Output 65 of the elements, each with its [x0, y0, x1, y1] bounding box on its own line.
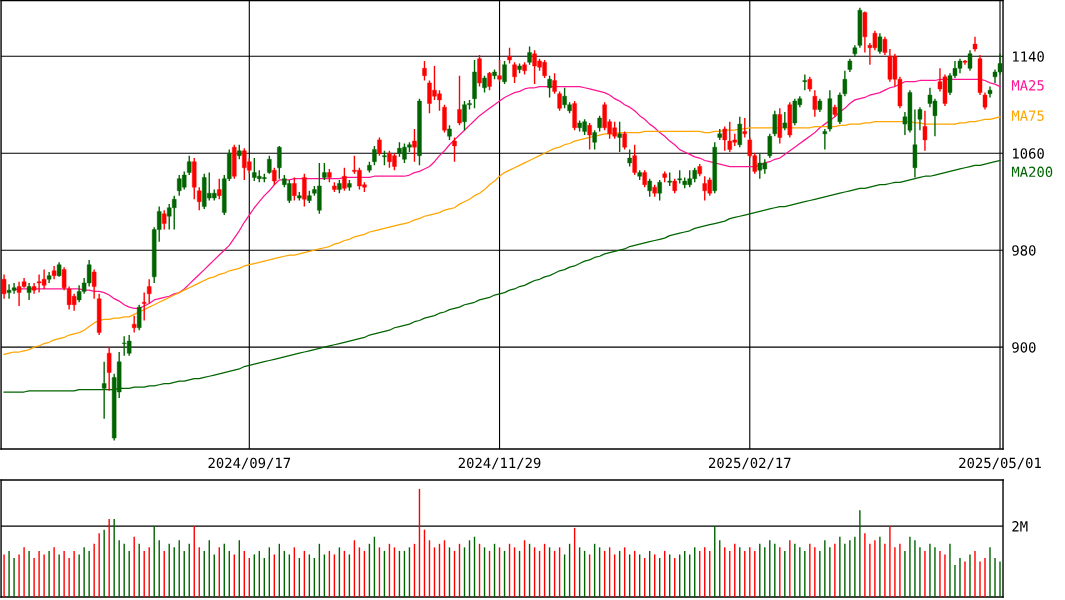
candlestick [106, 346, 112, 392]
candlestick [647, 177, 652, 198]
candlestick [592, 129, 597, 151]
y-tick-label: 2M [1012, 521, 1028, 532]
line-series [3, 116, 1001, 356]
candlestick [217, 177, 222, 200]
candlestick [126, 334, 132, 357]
candlestick [146, 278, 152, 305]
candlestick [812, 89, 818, 118]
candlestick [162, 209, 167, 231]
candlestick [377, 136, 382, 157]
candlestick [632, 144, 637, 176]
candlestick [877, 32, 883, 55]
series-label: MA200 [1011, 166, 1053, 178]
candlestick [292, 176, 297, 202]
x-tick-label: 2025/05/01 [959, 457, 1041, 470]
y-tick-label: 1140 [1013, 51, 1044, 62]
candlestick [552, 72, 557, 95]
y-tick-label: 1060 [1013, 148, 1044, 159]
candlestick [457, 74, 462, 127]
candlestick [267, 154, 272, 175]
candlestick [487, 71, 492, 91]
candlestick [412, 128, 417, 163]
candlestick [587, 122, 592, 151]
series-label: MA75 [1011, 110, 1044, 121]
candlestick [91, 268, 97, 300]
candlestick [967, 49, 973, 72]
candlestick [557, 90, 562, 112]
candlestick [777, 107, 783, 145]
candlestick [922, 110, 928, 152]
candlestick [772, 110, 778, 137]
candlestick [527, 45, 532, 66]
candlestick [802, 73, 808, 91]
candlestick [737, 116, 742, 148]
x-tick-label: 2024/11/29 [458, 457, 541, 470]
candlestick [452, 136, 457, 163]
candlestick [372, 145, 377, 167]
y-tick-label: 900 [1012, 342, 1036, 353]
series-label: MA25 [1011, 80, 1044, 91]
candlestick [136, 304, 142, 331]
candlestick [497, 59, 502, 83]
candlestick [277, 145, 282, 180]
candlestick [792, 97, 798, 127]
candlestick [547, 74, 552, 99]
candlestick [512, 61, 517, 84]
candlestick [302, 173, 307, 208]
candlestick [6, 283, 12, 300]
candlestick [617, 121, 622, 153]
candlestick [342, 167, 347, 192]
candlestick [657, 179, 662, 202]
candlestick [742, 117, 747, 139]
candlestick [442, 104, 447, 134]
candlestick [622, 130, 627, 151]
candlestick [131, 314, 137, 334]
candlestick [187, 154, 192, 176]
candlestick [1, 273, 7, 300]
x-tick-label: 2024/09/17 [208, 457, 291, 470]
candlestick [767, 133, 773, 159]
candlestick [782, 111, 788, 131]
candlestick [422, 60, 427, 82]
candlestick [141, 291, 147, 322]
x-tick-label: 2025/02/17 [709, 457, 791, 470]
candlestick [197, 186, 202, 211]
y-tick-label: 980 [1012, 245, 1036, 256]
candlestick [502, 60, 507, 85]
